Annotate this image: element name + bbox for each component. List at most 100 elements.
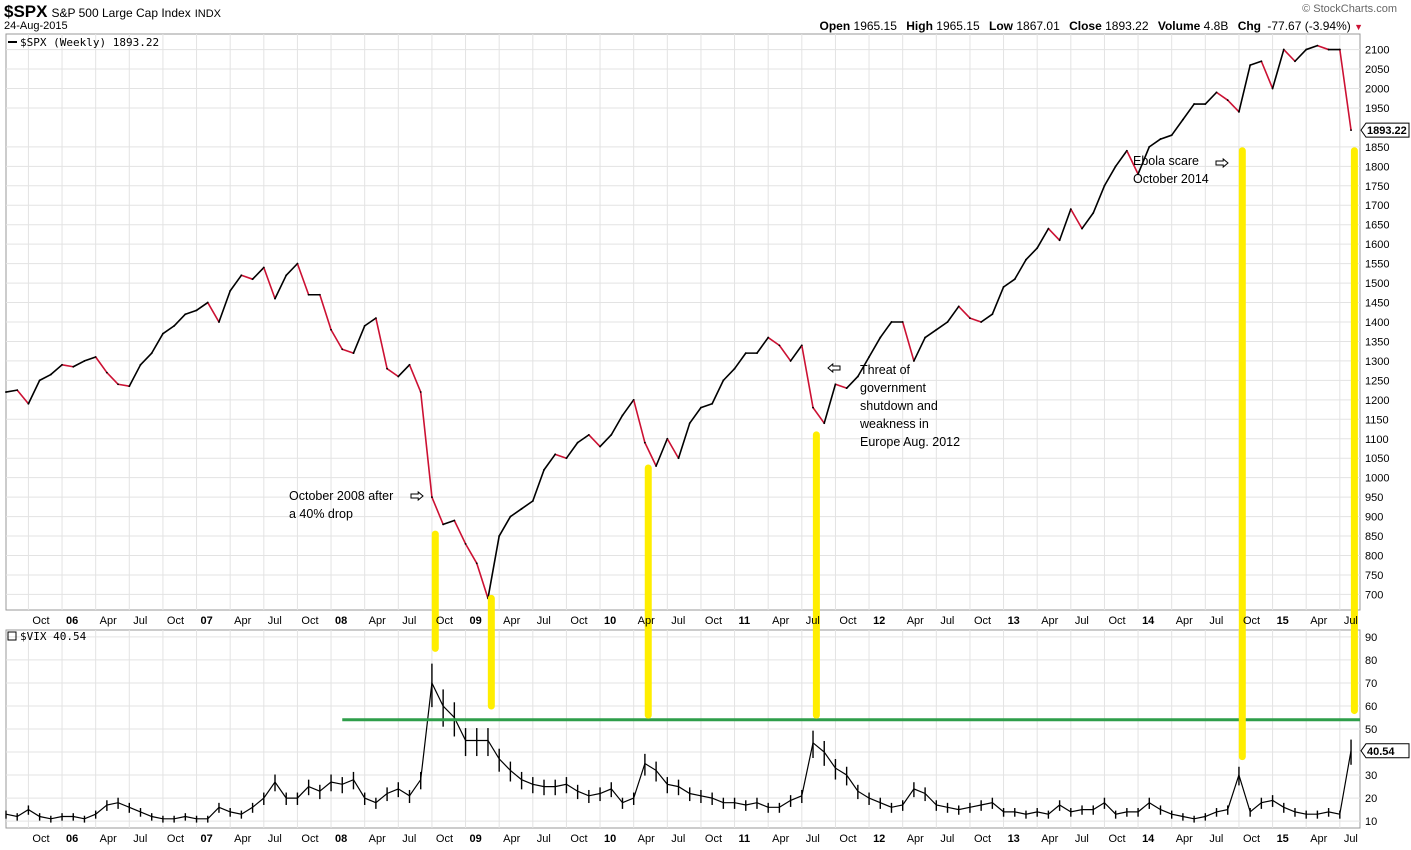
spx-data-point	[1170, 134, 1173, 137]
spx-data-point	[565, 457, 568, 460]
spx-data-point	[610, 433, 613, 436]
spx-data-point	[117, 383, 119, 386]
vix-x-tick-label: Jul	[940, 833, 954, 845]
spx-line-segment	[72, 360, 86, 368]
spx-data-point	[173, 324, 176, 327]
spx-data-point	[464, 542, 467, 545]
spx-line-segment	[5, 389, 19, 393]
vix-x-tick-label: Oct	[301, 833, 318, 845]
price-x-tick-label: 06	[66, 615, 78, 627]
spx-line-segment	[1339, 48, 1352, 131]
price-x-tick-label: Oct	[32, 615, 49, 627]
vix-x-tick-label: Jul	[671, 833, 685, 845]
price-x-tick-label: Oct	[1243, 615, 1260, 627]
spx-line-segment	[823, 383, 837, 424]
spx-line-segment	[397, 364, 411, 378]
spx-data-point	[856, 375, 859, 378]
annotation-ebola: Ebola scare October 2014	[1133, 154, 1209, 186]
spx-line-segment	[419, 391, 433, 498]
spx-line-segment	[1058, 208, 1072, 242]
spx-data-point	[688, 422, 691, 425]
spx-data-point	[957, 305, 960, 308]
spx-data-point	[150, 352, 153, 355]
spx-data-point	[1025, 258, 1027, 261]
chart-date: 24-Aug-2015	[4, 20, 68, 32]
ticker-symbol: $SPX	[4, 2, 48, 21]
spx-data-point	[509, 515, 512, 518]
spx-data-point	[711, 402, 714, 405]
spx-data-point	[453, 519, 456, 522]
spx-data-point	[834, 383, 837, 386]
spx-data-point	[431, 496, 433, 499]
spx-line-segment	[1103, 165, 1117, 187]
spx-data-point	[83, 360, 86, 362]
spx-data-point	[27, 402, 30, 405]
spx-data-point	[1193, 103, 1196, 105]
vix-y-tick-label: 20	[1365, 793, 1377, 805]
price-x-tick-label: Oct	[705, 615, 722, 627]
left-arrow-icon	[827, 362, 841, 374]
price-x-tick-label: Oct	[570, 615, 587, 627]
right-arrow-icon	[410, 490, 424, 502]
high-label: High	[906, 19, 933, 33]
spx-data-point	[1249, 64, 1252, 67]
spx-line-segment	[1159, 134, 1173, 140]
spx-data-point	[901, 321, 904, 323]
spx-data-point	[845, 387, 848, 390]
spx-data-point	[879, 336, 882, 339]
vix-x-tick-label: 07	[201, 833, 213, 845]
vix-last-value-tag: 40.54	[1360, 743, 1410, 759]
price-x-tick-label: Jul	[133, 615, 147, 627]
price-x-tick-label: Oct	[1108, 615, 1125, 627]
open-value: 1965.15	[853, 19, 897, 33]
spx-line-segment	[38, 373, 52, 382]
spx-data-point	[823, 422, 826, 425]
spx-line-segment	[1114, 149, 1128, 168]
close-value: 1893.22	[1105, 19, 1149, 33]
spx-line-segment	[117, 383, 131, 388]
price-x-tick-label: Jul	[806, 615, 820, 627]
spx-data-point	[935, 328, 938, 331]
spx-line-segment	[767, 336, 781, 347]
spx-data-point	[374, 317, 377, 320]
price-y-tick-label: 700	[1365, 589, 1383, 601]
vix-x-tick-label: Oct	[167, 833, 184, 845]
vix-x-tick-label: 15	[1277, 833, 1289, 845]
spx-data-point	[1002, 286, 1005, 288]
spx-data-point	[240, 274, 243, 277]
vix-x-tick-label: Oct	[839, 833, 856, 845]
price-y-tick-label: 2050	[1365, 64, 1389, 76]
spx-data-point	[868, 356, 870, 358]
price-x-tick-label: 14	[1142, 615, 1155, 627]
spx-line-segment	[487, 535, 500, 600]
spx-line-segment	[386, 367, 400, 378]
spx-line-segment	[532, 469, 545, 502]
price-x-tick-label: 09	[470, 615, 482, 627]
spx-data-point	[632, 398, 635, 401]
spx-data-point	[767, 336, 770, 339]
spx-line-segment	[408, 364, 422, 393]
spx-line-segment	[576, 434, 590, 444]
spx-data-point	[587, 433, 590, 436]
spx-line-segment	[812, 406, 826, 424]
price-x-tick-label: Apr	[503, 615, 520, 627]
vix-y-tick-label: 10	[1365, 816, 1377, 828]
index-name: S&P 500 Large Cap Index	[51, 6, 191, 20]
spx-data-point	[397, 375, 400, 378]
spx-line-segment	[16, 389, 30, 405]
spx-line-segment	[319, 293, 332, 331]
price-y-tick-label: 2000	[1365, 83, 1389, 95]
volume-value: 4.8B	[1203, 19, 1229, 33]
spx-data-point	[980, 321, 983, 323]
spx-line-segment	[128, 364, 142, 388]
spx-line-segment	[475, 562, 489, 600]
spx-line-segment	[1271, 48, 1285, 90]
spx-line-segment	[946, 305, 960, 323]
vix-x-tick-label: Jul	[537, 833, 551, 845]
spx-line-segment	[1092, 184, 1106, 214]
spx-data-point	[1327, 48, 1330, 51]
price-x-tick-label: Oct	[436, 615, 453, 627]
spx-line-segment	[599, 434, 613, 448]
spx-data-point	[1092, 212, 1095, 214]
